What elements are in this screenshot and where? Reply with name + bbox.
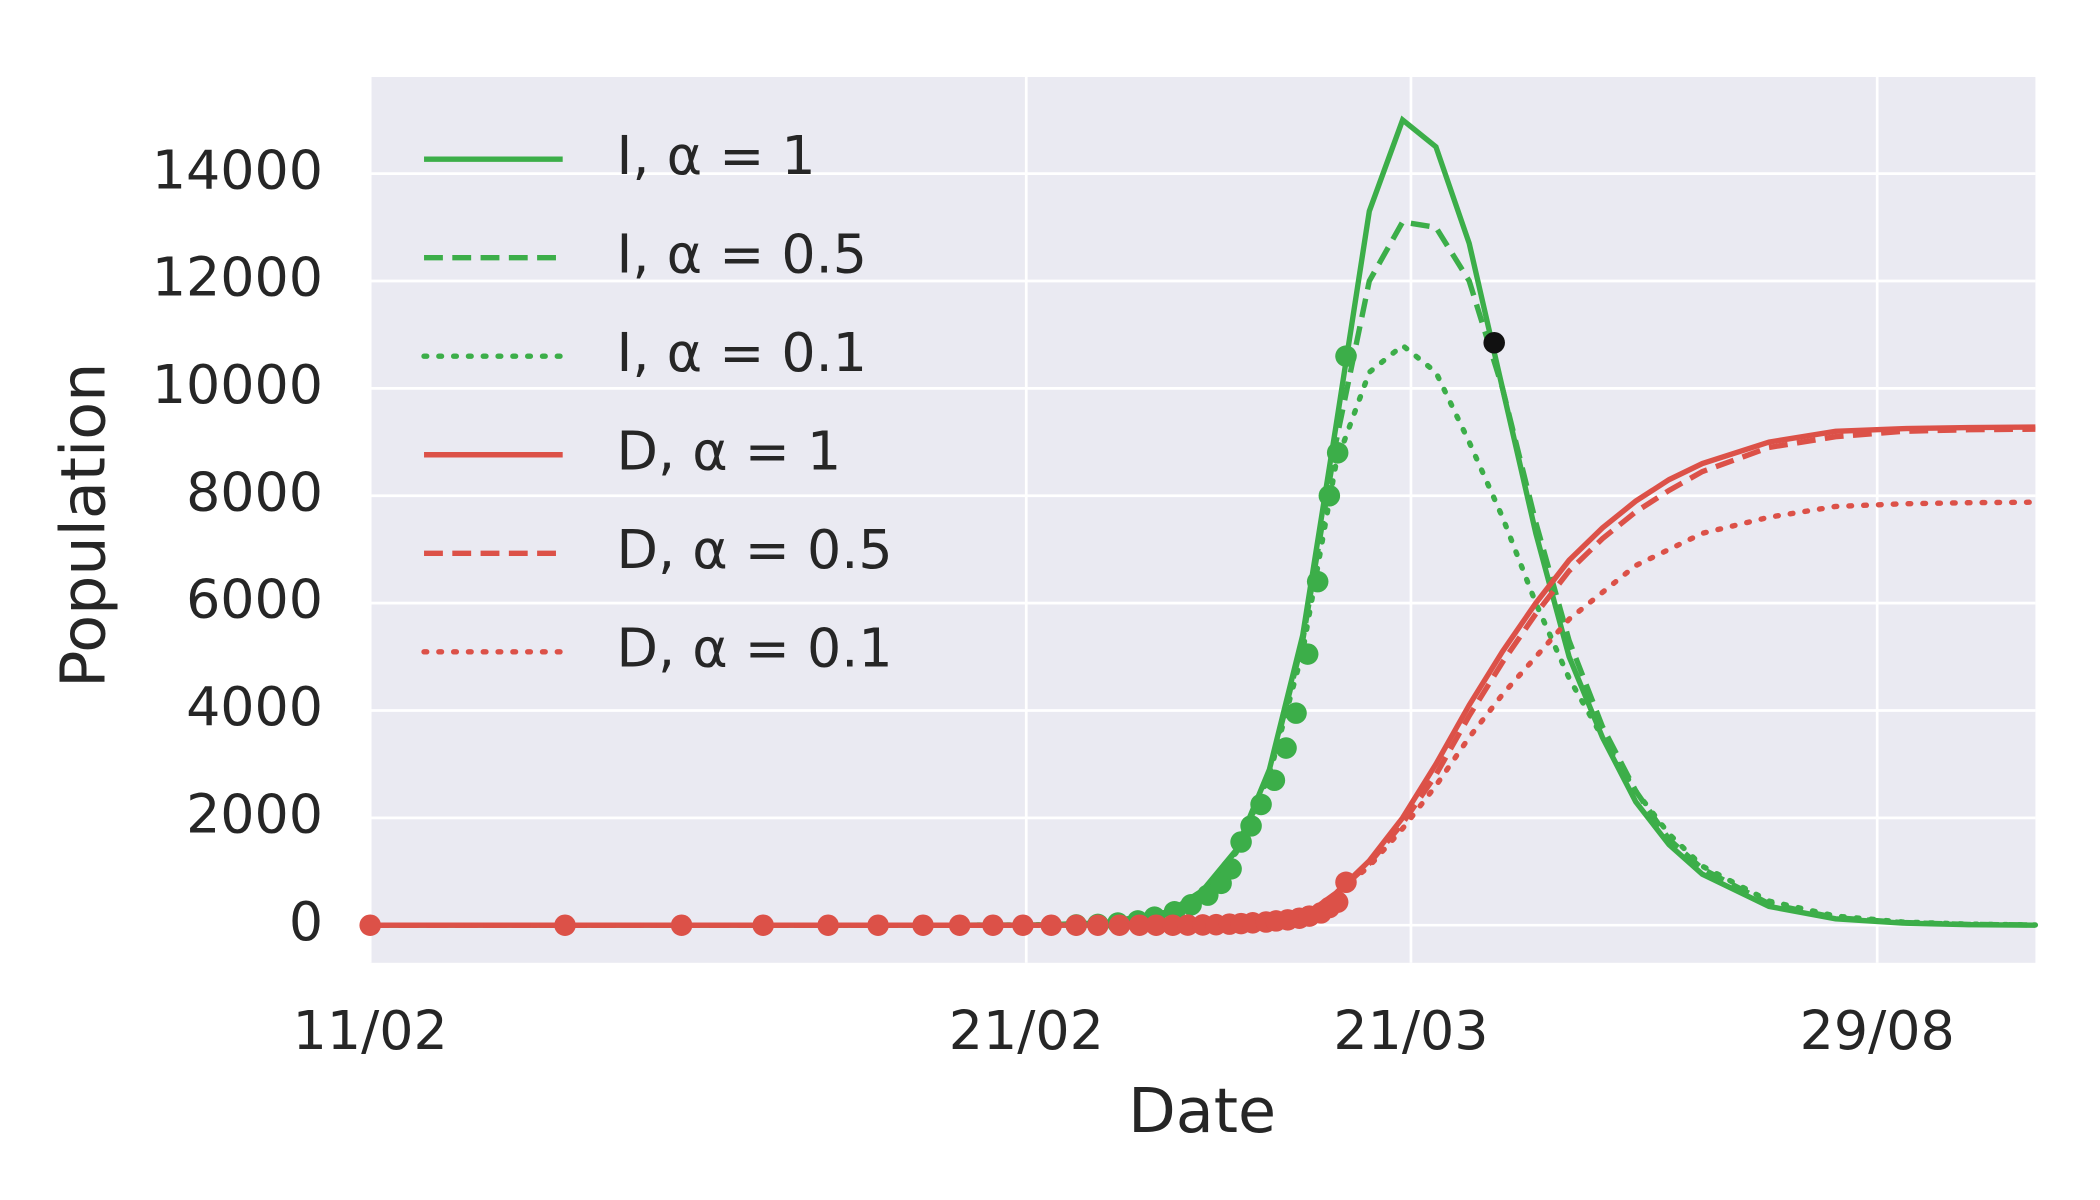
x-tick-label: 11/02 [293,999,448,1062]
y-tick-label: 10000 [152,353,323,416]
data-point [554,914,576,936]
data-point [1128,914,1151,936]
data-point [1087,914,1109,936]
x-axis-label: Date [1128,1075,1276,1147]
data-point [1483,331,1505,354]
x-tick-label: 21/02 [949,999,1104,1062]
data-point [1145,914,1167,936]
data-point [1040,914,1063,936]
y-tick-label: 0 [289,890,323,953]
plot-area [370,77,2036,963]
data-point [1180,894,1202,916]
data-point [1296,643,1319,665]
legend-label: I, α = 1 [617,124,816,187]
data-point [1326,442,1349,464]
data-point [1335,345,1357,367]
data-point [1326,891,1349,913]
data-point [1263,769,1286,792]
data-point [817,914,839,936]
data-point [1285,702,1307,724]
series-line [367,499,2039,928]
x-tick-label: 29/08 [1800,999,1955,1062]
y-tick-label: 6000 [186,568,323,631]
data-point [912,914,934,936]
data-point [1177,914,1199,936]
legend-label: I, α = 0.5 [617,222,868,285]
data-point [1335,871,1357,894]
legend-label: I, α = 0.1 [617,321,868,384]
legend-label: D, α = 0.5 [617,518,893,581]
data-point [1012,914,1034,936]
data-point [1065,914,1088,936]
data-point [1220,858,1242,880]
y-tick-label: 4000 [186,675,323,738]
y-tick-label: 2000 [186,782,323,845]
data-point [1306,570,1329,593]
legend-label: D, α = 0.1 [617,616,893,679]
data-point [1230,831,1252,853]
data-point [752,914,774,936]
data-point [1108,914,1131,936]
lines [359,115,2039,936]
y-axis-label: Population [48,363,120,688]
data-point [867,914,889,936]
y-tick-label: 12000 [152,246,323,309]
data-point [982,914,1004,936]
x-tick-label: 21/03 [1333,999,1488,1062]
data-point [670,914,693,936]
legend: I, α = 1 I, α = 0.5 I, α = 0.1 D, α = 1 D, α… [421,124,893,679]
data-point [1240,815,1262,837]
data-point [1275,737,1297,759]
data-point [1250,793,1272,816]
y-tick-label: 8000 [186,460,323,523]
data-point [359,914,381,936]
data-point [948,914,971,936]
y-tick-label: 14000 [152,138,323,201]
legend-label: D, α = 1 [617,419,842,482]
data-point [1318,484,1341,507]
data-point [1162,914,1184,936]
